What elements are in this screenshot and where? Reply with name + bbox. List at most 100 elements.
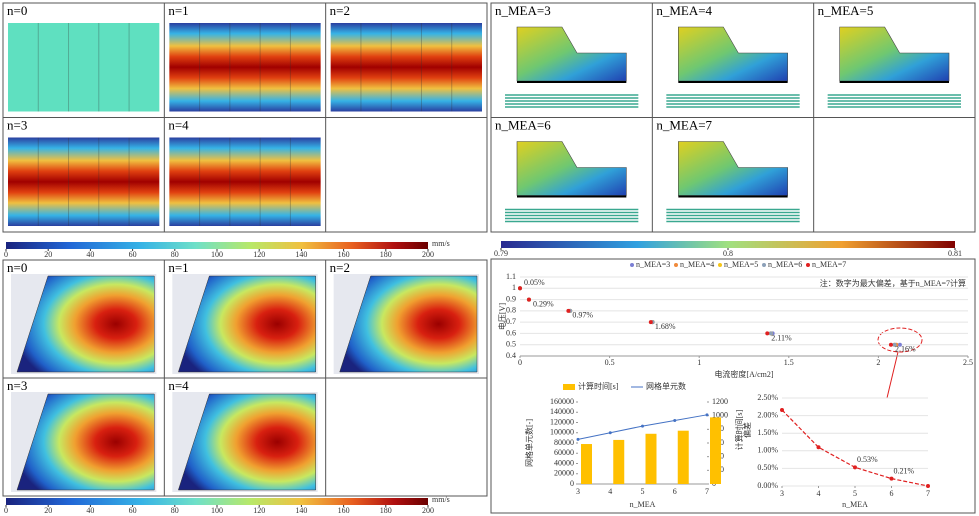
colorbar-label: 0	[4, 506, 8, 515]
annotation: 1.68%	[655, 322, 676, 331]
legend-label: n_MEA=4	[680, 260, 714, 269]
y-tick-label: 0.8	[506, 306, 516, 315]
panel-label: n=1	[168, 3, 188, 18]
x-tick-label: 2	[876, 358, 880, 367]
velocity-field	[16, 393, 155, 491]
legend-label: n_MEA=3	[636, 260, 670, 269]
y-tick-label: 120000	[550, 417, 574, 426]
x-tick-label: 3	[780, 489, 784, 498]
colorbar-label: 120	[253, 250, 265, 259]
bar	[677, 430, 689, 484]
point	[888, 342, 893, 347]
point	[768, 331, 773, 336]
colorbar-label: 0	[4, 250, 8, 259]
y-tick-label: 0.50%	[757, 463, 778, 472]
point	[608, 431, 612, 435]
panel-label: n=2	[330, 260, 350, 275]
colorbar-label: 0.81	[948, 249, 962, 258]
point	[576, 437, 580, 441]
velocity-field	[169, 23, 321, 112]
legend-marker	[563, 384, 575, 390]
chart-frame	[490, 258, 976, 514]
colorbar-label: 80	[171, 506, 179, 515]
y-tick-label: 160000	[550, 397, 574, 406]
colorbar	[6, 498, 428, 505]
colorbar-label: 80	[171, 250, 179, 259]
x-tick-label: 0	[518, 358, 522, 367]
colorbar-label: 0.79	[494, 249, 508, 258]
y-tick-label: 0.00%	[757, 481, 778, 490]
colorbar-unit: mm/s	[432, 239, 450, 248]
x-tick-label: 7	[705, 487, 709, 496]
y-tick-label: 1.50%	[757, 428, 778, 437]
legend-marker	[718, 263, 722, 267]
velocity-field	[16, 275, 155, 373]
colorbar-label: 0.8	[723, 249, 733, 258]
x-tick-label: 6	[673, 487, 677, 496]
point	[566, 308, 571, 313]
colorbar	[6, 242, 428, 249]
panel-label: n_MEA=4	[656, 3, 712, 18]
velocity-field	[177, 275, 316, 373]
value-label: 0.21%	[894, 466, 915, 475]
legend-label: 计算时间[s]	[578, 381, 619, 391]
velocity-field	[339, 275, 478, 373]
x-axis-title: n_MEA	[630, 500, 656, 509]
y-tick-label: 1.1	[506, 272, 516, 281]
x-axis-title: 电流密度[A/cm2]	[714, 369, 773, 379]
colorbar-label: 40	[86, 250, 94, 259]
y-tick-label: 80000	[554, 438, 574, 447]
y-tick-label: 1.00%	[757, 446, 778, 455]
y-axis-title: 电压[V]	[497, 303, 507, 330]
velocity-field	[8, 23, 160, 112]
bar	[581, 444, 592, 484]
panel-label: n=2	[330, 3, 350, 18]
y-tick-label: 100000	[550, 428, 574, 437]
y-tick-label: 40000	[554, 458, 574, 467]
point	[892, 342, 897, 347]
colorbar-label: 200	[422, 506, 434, 515]
legend-marker	[630, 263, 634, 267]
bar	[613, 439, 625, 484]
velocity-field	[177, 393, 316, 491]
colorbar-label: 160	[338, 250, 350, 259]
colorbar-label: 20	[44, 250, 52, 259]
x-axis-title: n_MEA	[842, 500, 868, 509]
colorbar-label: 140	[295, 506, 307, 515]
panel-label: n_MEA=7	[656, 117, 712, 132]
point	[526, 297, 531, 302]
velocity-field	[8, 137, 160, 226]
y2-tick-label: 1000	[712, 410, 728, 419]
velocity-field	[330, 23, 482, 112]
colorbar-label: 160	[338, 506, 350, 515]
panel-label: n=4	[168, 117, 189, 132]
annotation: 2.16%	[895, 345, 916, 354]
velocity-field	[169, 137, 321, 226]
annotation: 0.05%	[524, 278, 545, 287]
colorbar-label: 60	[129, 250, 137, 259]
highlight	[877, 327, 923, 353]
y-tick-label: 140000	[550, 407, 574, 416]
y-tick-label: 0.6	[506, 328, 516, 337]
panel-label: n_MEA=6	[495, 117, 551, 132]
annotation: 2.11%	[771, 333, 792, 342]
y-axis-title: 网格单元数[-]	[524, 419, 534, 467]
point	[897, 342, 902, 347]
x-tick-label: 4	[608, 487, 612, 496]
legend-label: n_MEA=7	[812, 260, 846, 269]
point	[780, 407, 784, 412]
point	[816, 445, 821, 450]
legend-label: n_MEA=5	[724, 260, 758, 269]
note: 注：数字为最大偏差，基于n_MEA=7计算	[820, 278, 966, 288]
y-tick-label: 0.7	[506, 317, 516, 326]
y-axis-title: 偏差	[742, 422, 752, 438]
x-tick-label: 7	[926, 489, 930, 498]
point	[926, 484, 930, 488]
legend-marker	[762, 263, 766, 267]
colorbar-unit: mm/s	[432, 495, 450, 504]
colorbar-label: 120	[253, 506, 265, 515]
x-tick-label: 6	[890, 489, 894, 498]
bar	[645, 433, 657, 484]
